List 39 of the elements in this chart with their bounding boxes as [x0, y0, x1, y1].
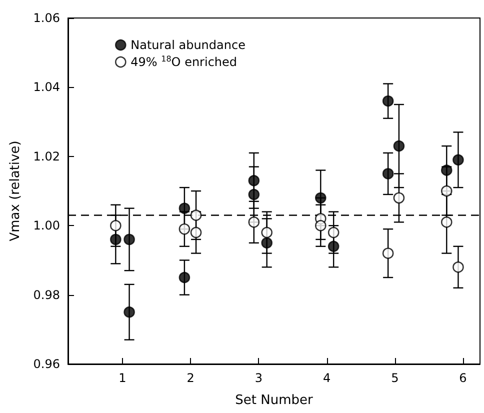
point: [328, 240, 340, 252]
point: [452, 154, 464, 166]
point: [452, 261, 464, 273]
x-axis-title: Set Number: [235, 393, 314, 408]
point: [178, 223, 190, 235]
point: [110, 220, 122, 232]
point: [124, 306, 135, 318]
y-tick-label: 0.96: [33, 357, 60, 371]
point: [110, 234, 122, 246]
x-tick-label: 2: [186, 371, 194, 385]
x-tick-label: 6: [459, 371, 467, 385]
point: [248, 216, 260, 228]
point: [124, 234, 135, 246]
y-tick-label: 0.98: [33, 288, 60, 302]
point: [248, 174, 260, 186]
point: [382, 95, 394, 107]
y-tick-label: 1.02: [33, 149, 60, 164]
point: [393, 192, 405, 204]
y-tick-label: 1.04: [33, 80, 60, 94]
point: [440, 216, 452, 228]
x-tick-label: 5: [391, 371, 399, 385]
y-axis-title: Vmax (relative): [8, 140, 23, 242]
point: [248, 188, 260, 200]
point: [440, 164, 452, 176]
x-tick-label: 4: [322, 371, 331, 385]
point: [393, 140, 405, 152]
point: [190, 226, 202, 238]
point: [382, 248, 394, 259]
point: [382, 168, 394, 180]
legend-label: Natural abundance: [130, 38, 246, 52]
y-tick-label: 1.06: [33, 11, 60, 25]
point: [178, 272, 190, 284]
point: [261, 237, 272, 249]
x-tick-label: 3: [254, 371, 262, 385]
x-tick-label: 1: [118, 371, 126, 385]
point: [440, 185, 452, 197]
point: [315, 192, 326, 204]
point: [261, 226, 272, 238]
y-tick-label: 1.00: [33, 218, 60, 233]
